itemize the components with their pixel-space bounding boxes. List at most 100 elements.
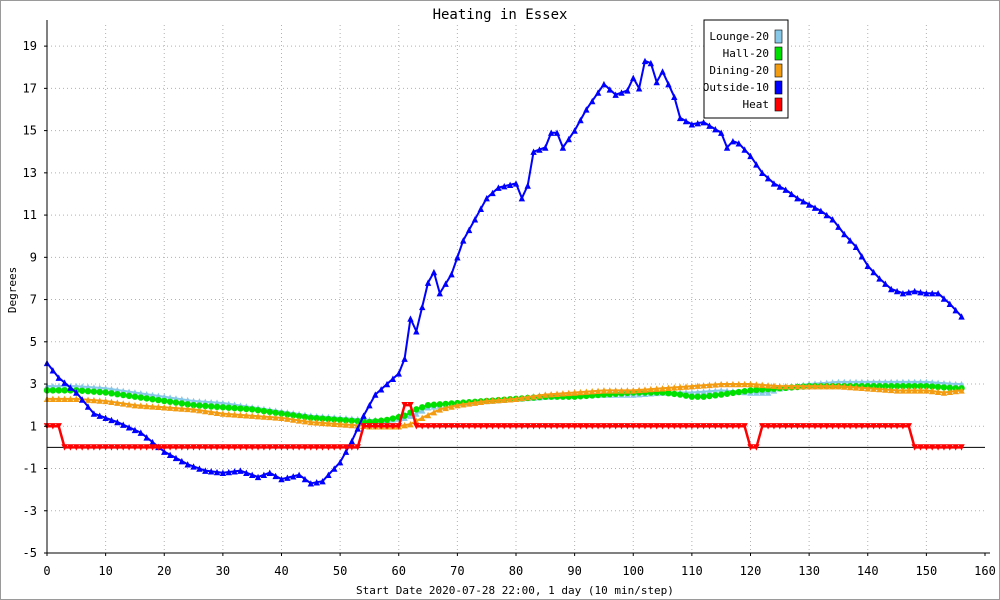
- dining-20-point: [729, 380, 737, 388]
- heat-point: [331, 444, 338, 451]
- hall-20-point: [207, 403, 215, 410]
- outside-10-point: [958, 313, 965, 320]
- outside-10-point: [870, 268, 877, 276]
- heat-point: [55, 423, 62, 430]
- dining-20-point: [788, 382, 795, 390]
- heat-point: [336, 444, 344, 451]
- outside-10-point: [641, 57, 649, 65]
- legend-swatch-dining-20: [774, 63, 783, 78]
- heat-point: [794, 423, 801, 430]
- heat-point: [559, 423, 567, 430]
- outside-10-point: [506, 181, 514, 189]
- outside-10-point: [301, 475, 309, 483]
- hall-20-point: [84, 388, 92, 395]
- heat-point: [641, 423, 649, 430]
- outside-10-point: [377, 386, 385, 393]
- heat-point: [254, 444, 262, 451]
- outside-10-point: [131, 426, 139, 434]
- outside-10-point: [178, 457, 186, 465]
- outside-10-point: [512, 180, 520, 187]
- heat-point: [372, 423, 379, 430]
- heat-point: [395, 423, 402, 430]
- dining-20-point: [125, 401, 133, 408]
- heat-point: [78, 444, 86, 451]
- hall-20-point: [729, 389, 737, 397]
- heat-point: [553, 423, 561, 430]
- heat-point: [424, 423, 432, 430]
- dining-20-point: [96, 397, 103, 404]
- hall-20-point: [430, 401, 438, 408]
- hall-20-point: [190, 401, 197, 409]
- outside-10-point: [78, 396, 86, 403]
- outside-10-point: [260, 471, 268, 479]
- heat-point: [530, 423, 537, 430]
- heat-point: [477, 423, 485, 430]
- hall-20-point: [114, 390, 121, 398]
- heat-point: [805, 423, 813, 430]
- x-tick-label: 110: [681, 564, 703, 578]
- outside-10-point: [829, 216, 836, 223]
- outside-10-point: [536, 146, 543, 153]
- series-outside-10: [43, 57, 965, 487]
- dining-20-point: [73, 395, 80, 403]
- outside-10-point: [577, 116, 584, 124]
- outside-10-point: [618, 89, 625, 96]
- heat-point: [155, 444, 162, 451]
- heat-point: [647, 423, 655, 430]
- hall-20-point: [178, 400, 186, 407]
- heat-point: [284, 444, 291, 451]
- hall-20-point: [923, 382, 930, 390]
- heat-point: [290, 444, 297, 451]
- heat-point: [460, 423, 467, 430]
- outside-10-point: [196, 465, 203, 472]
- heat-point: [172, 444, 180, 451]
- dining-20-point: [225, 410, 232, 418]
- y-tick-label: -1: [23, 462, 37, 476]
- dining-20-point: [641, 386, 649, 393]
- outside-10-point: [290, 473, 297, 480]
- dining-20-point: [460, 401, 467, 408]
- dining-20-point: [800, 382, 807, 390]
- legend-label-hall-20: Hall-20: [723, 47, 769, 60]
- dining-20-point: [583, 388, 590, 395]
- heat-point: [442, 423, 449, 430]
- heat-point: [524, 423, 531, 430]
- dining-20-point: [325, 420, 332, 427]
- heat-point: [811, 423, 819, 430]
- outside-10-point: [729, 137, 737, 145]
- outside-10-point: [295, 471, 303, 479]
- heat-point: [940, 444, 948, 451]
- dining-20-point: [899, 387, 907, 394]
- heat-point: [114, 444, 121, 451]
- outside-10-point: [882, 280, 889, 287]
- heat-point: [354, 444, 361, 451]
- heat-point: [483, 423, 490, 430]
- outside-10-point: [770, 180, 778, 187]
- dining-20-point: [929, 387, 936, 395]
- heat-point: [295, 444, 303, 451]
- outside-10-point: [166, 451, 174, 458]
- y-tick-label: -3: [23, 504, 37, 518]
- outside-10-point: [336, 458, 344, 466]
- x-tick-label: 20: [157, 564, 171, 578]
- dining-20-point: [958, 387, 965, 394]
- heat-point: [161, 444, 168, 451]
- hall-20-point: [934, 383, 942, 391]
- outside-10-point: [190, 463, 197, 470]
- dining-20-point: [301, 418, 309, 425]
- dining-20-point: [794, 382, 801, 390]
- hall-20-point: [319, 415, 326, 422]
- heat-point: [583, 423, 590, 430]
- outside-10-point: [530, 148, 537, 155]
- heat-point: [630, 423, 637, 430]
- dining-20-point: [506, 396, 514, 403]
- dining-20-point: [161, 404, 168, 411]
- outside-10-point: [518, 194, 526, 202]
- outside-10-point: [424, 279, 432, 286]
- dining-20-point: [618, 387, 625, 394]
- heat-point: [729, 423, 737, 430]
- heat-point: [495, 423, 502, 430]
- dining-20-point: [149, 403, 156, 410]
- dining-20-point: [882, 386, 889, 393]
- hall-20-point: [348, 417, 356, 424]
